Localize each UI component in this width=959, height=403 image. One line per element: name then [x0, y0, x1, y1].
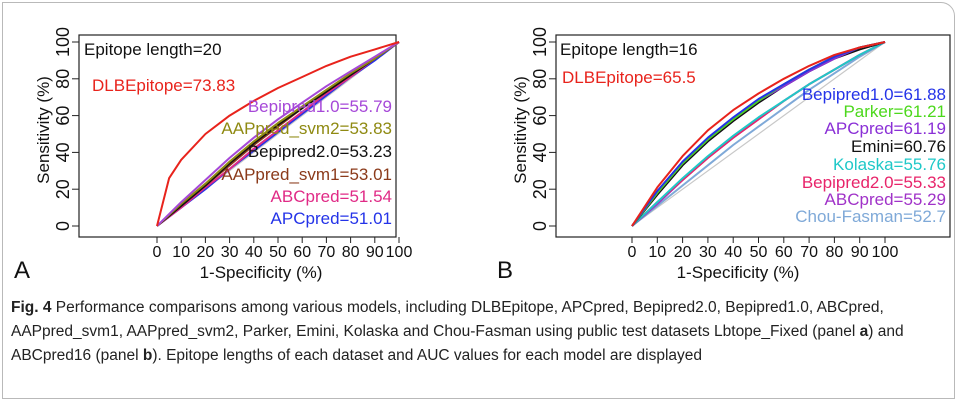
legend-entry-1: Bepipred1.0=61.88 [802, 85, 946, 104]
x-tick-label: 70 [800, 244, 818, 261]
caption-text-3: ). Epitope lengths of each dataset and A… [152, 347, 703, 364]
series-line-8 [631, 41, 886, 227]
series-line-1 [631, 41, 886, 227]
y-tick-label: 100 [53, 27, 73, 57]
legend-entry-5: Kolaska=55.76 [833, 155, 946, 174]
series-line-3 [156, 41, 400, 227]
x-tick-label: 0 [628, 244, 637, 261]
x-tick-label: 0 [153, 244, 162, 261]
figure-label: Fig. 4 [11, 299, 52, 316]
x-tick-label: 10 [648, 244, 666, 261]
x-axis-label: 1-Specificity (%) [677, 263, 800, 282]
x-tick-label: 40 [724, 244, 742, 261]
y-tick-label: 60 [53, 106, 73, 126]
legend-entry-4: AAPpred_svm1=53.01 [221, 165, 392, 184]
legend-entry-5: ABCpred=51.54 [271, 187, 392, 206]
series-curves [156, 41, 400, 227]
x-tick-label: 60 [293, 244, 311, 261]
legend-entry-1: Bepipred1.0=55.79 [248, 97, 392, 116]
legend-entry-2: AAPpred_svm2=53.83 [221, 119, 392, 138]
y-tick-label: 0 [53, 221, 73, 231]
chart-title: Epitope length=20 [84, 40, 222, 59]
caption-text-1: Performance comparisons among various mo… [11, 299, 884, 340]
series-line-0 [631, 41, 886, 227]
legend-entry-2: Parker=61.21 [843, 102, 946, 121]
panel-label: A [14, 257, 30, 284]
y-axis-label: Sensitivity (%) [34, 76, 53, 184]
panel-label: B [497, 257, 513, 284]
y-axis-label: Sensitivity (%) [511, 76, 530, 184]
x-tick-label: 80 [342, 244, 360, 261]
x-tick-label: 50 [269, 244, 287, 261]
y-tick-label: 100 [530, 27, 550, 57]
series-line-5 [631, 41, 886, 227]
x-tick-label: 20 [197, 244, 215, 261]
plot-frame [555, 34, 951, 238]
y-tick-label: 20 [530, 179, 550, 199]
legend-entry-0: DLBEpitope=65.5 [562, 68, 696, 87]
x-tick-label: 90 [366, 244, 384, 261]
x-tick-label: 20 [674, 244, 692, 261]
reference-diagonal [631, 41, 886, 227]
x-axis-label: 1-Specificity (%) [200, 263, 323, 282]
legend-entry-7: ABCpred=55.29 [825, 190, 946, 209]
x-tick-label: 50 [750, 244, 768, 261]
x-tick-label: 40 [245, 244, 263, 261]
series-line-0 [156, 41, 400, 227]
y-tick-label: 40 [53, 142, 73, 162]
series-curves [631, 41, 886, 227]
legend-entry-0: DLBEpitope=73.83 [92, 76, 235, 95]
x-tick-label: 10 [172, 244, 190, 261]
x-tick-label: 30 [221, 244, 239, 261]
series-line-2 [156, 41, 400, 227]
legend-entry-4: Emini=60.76 [851, 137, 946, 156]
chart-title: Epitope length=16 [560, 40, 698, 59]
caption-panel-a-ref: a [859, 323, 869, 340]
x-tick-label: 30 [699, 244, 717, 261]
x-tick-label: 100 [872, 244, 899, 261]
series-line-1 [156, 41, 400, 227]
y-tick-label: 40 [530, 142, 550, 162]
figure-caption: Fig. 4 Performance comparisons among var… [11, 296, 941, 368]
legend-entry-6: APCpred=51.01 [271, 209, 392, 228]
x-tick-label: 100 [386, 244, 413, 261]
y-tick-label: 60 [530, 106, 550, 126]
y-tick-label: 80 [530, 69, 550, 89]
x-tick-label: 80 [826, 244, 844, 261]
y-tick-label: 0 [530, 221, 550, 231]
series-line-5 [156, 41, 400, 227]
caption-panel-b-ref: b [142, 347, 153, 364]
caption-text-2: ) and ABCpred16 (panel [11, 323, 904, 364]
legend-entry-3: APCpred=61.19 [825, 119, 946, 138]
legend-entry-6: Bepipred2.0=55.33 [802, 173, 946, 192]
y-tick-label: 20 [53, 179, 73, 199]
x-tick-label: 70 [318, 244, 336, 261]
plot-frame [78, 34, 397, 238]
legend-entry-8: Chou-Fasman=52.7 [795, 207, 946, 226]
y-tick-label: 80 [53, 69, 73, 89]
x-tick-label: 90 [851, 244, 869, 261]
x-tick-label: 60 [775, 244, 793, 261]
legend-entry-3: Bepipred2.0=53.23 [248, 142, 392, 161]
figure-frame [2, 2, 955, 399]
